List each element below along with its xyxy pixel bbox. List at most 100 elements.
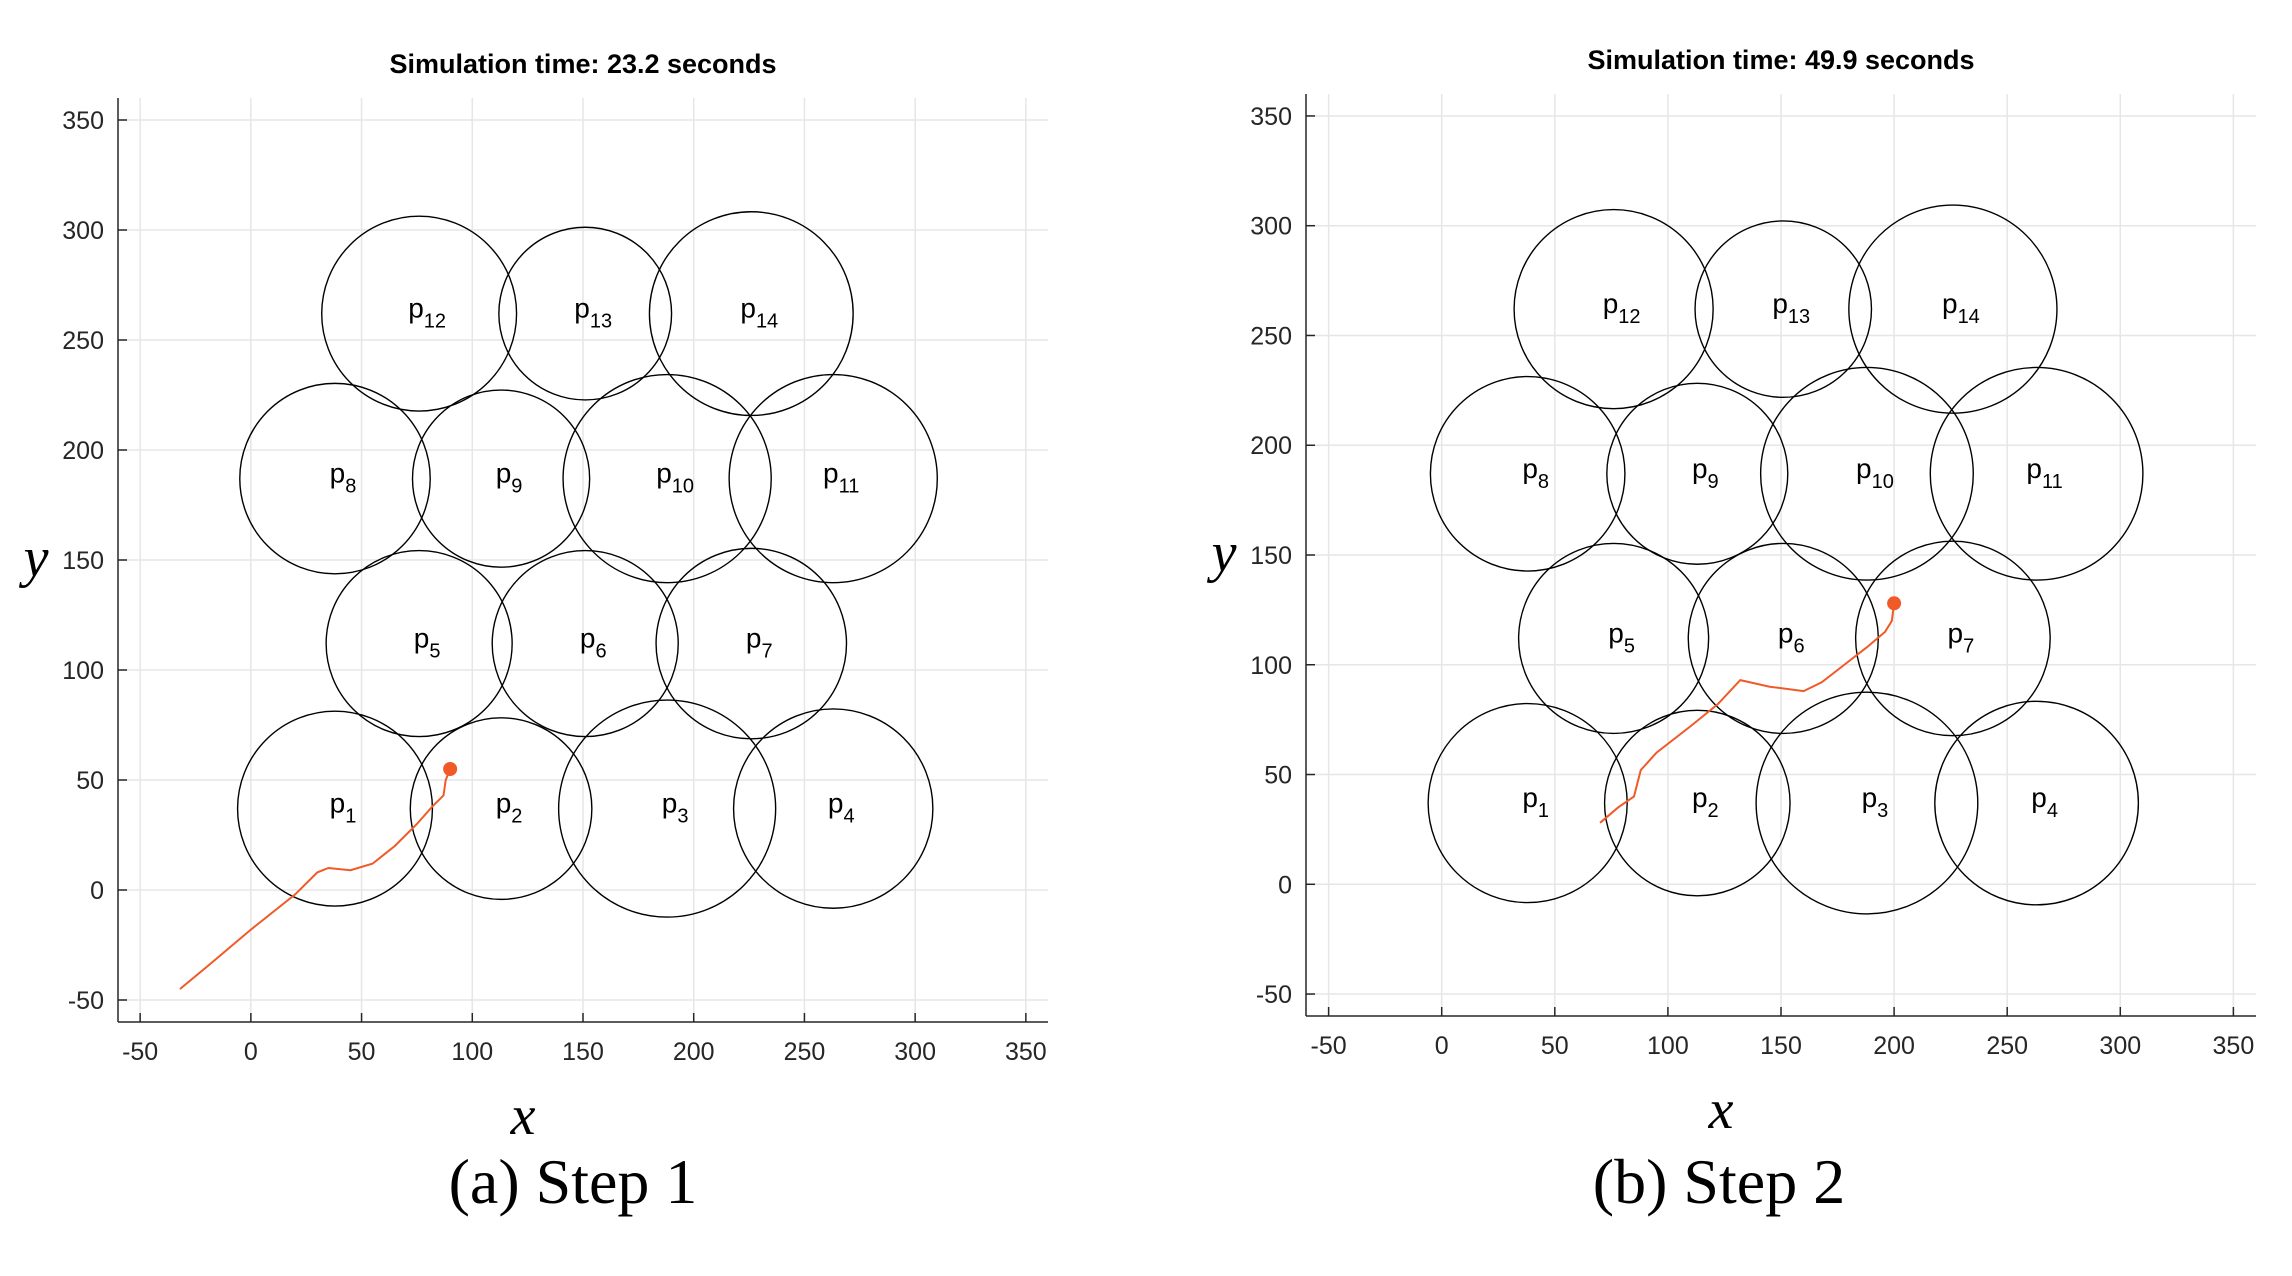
region-circle <box>1929 366 2144 581</box>
grid <box>1306 94 2256 1016</box>
region-label: p2 <box>496 788 523 828</box>
x-tick-label: 50 <box>348 1038 376 1066</box>
region-label: p2 <box>1692 782 1719 822</box>
region-label: p9 <box>496 458 523 498</box>
region-circle <box>1517 542 1710 735</box>
region-circle <box>1603 709 1791 897</box>
region-label: p3 <box>1862 782 1889 822</box>
x-tick-label: 350 <box>2213 1032 2255 1060</box>
region-circle <box>562 373 772 584</box>
plot-title: Simulation time: 23.2 seconds <box>389 49 776 79</box>
region-circle <box>321 215 518 412</box>
region-label: p9 <box>1692 453 1719 493</box>
y-tick-label: 300 <box>1250 213 1292 241</box>
y-tick-label: 250 <box>1250 322 1292 350</box>
region-label: p5 <box>414 623 441 663</box>
x-tick-label: 100 <box>1647 1032 1689 1060</box>
x-axis-title: x <box>1708 1079 1734 1140</box>
x-tick-label: 0 <box>1435 1032 1449 1060</box>
region-label: p1 <box>330 788 357 828</box>
region-circle <box>498 226 673 401</box>
chart-a-svg: -50 0 50 100 150 200 250 300 350 -50 0 50 100 150 200 2… <box>19 49 1048 1140</box>
region-label: p7 <box>746 623 773 663</box>
x-tick-label: -50 <box>1311 1032 1347 1060</box>
region-label: p5 <box>1608 617 1635 657</box>
region-circle <box>325 549 513 738</box>
chart-panel-b: -50 0 50 100 150 200 250 300 350 -50 0 50 100 150 200 2… <box>1146 0 2292 1276</box>
x-tick-label: 200 <box>673 1038 715 1066</box>
x-tick-label: 300 <box>2099 1032 2141 1060</box>
region-label: p14 <box>1942 288 1980 328</box>
y-tick-label: 100 <box>1250 652 1292 680</box>
caption-a: (a) Step 1 <box>448 1146 698 1217</box>
region-circle <box>1427 702 1628 904</box>
x-tick-label: 200 <box>1873 1032 1915 1060</box>
region-label: p1 <box>1522 782 1549 822</box>
region-circle <box>732 708 934 909</box>
caption-b: (b) Step 2 <box>1592 1146 1846 1217</box>
trajectory-line <box>1599 603 1896 824</box>
y-tick-label: 0 <box>1278 871 1292 899</box>
y-tick-label: 200 <box>62 437 104 465</box>
y-tick-label: 250 <box>62 327 104 355</box>
trajectory-line <box>179 768 452 990</box>
agent-marker <box>1887 596 1902 611</box>
grid <box>118 98 1048 1022</box>
region-label: p8 <box>330 458 357 498</box>
y-tick-label: 350 <box>1250 103 1292 131</box>
y-tick-label: 150 <box>1250 542 1292 570</box>
x-tick-label: 250 <box>1986 1032 2028 1060</box>
region-circle <box>1429 375 1626 572</box>
y-tick-label: 50 <box>76 767 104 795</box>
y-tick-label: -50 <box>1256 981 1292 1009</box>
y-tick-label: 350 <box>62 107 104 135</box>
y-tick-label: 50 <box>1264 762 1292 790</box>
region-circle <box>1606 382 1789 565</box>
y-axis-title: y <box>1207 522 1237 584</box>
y-tick-label: 0 <box>90 877 104 905</box>
region-label: p6 <box>1778 617 1805 657</box>
region-circle <box>491 549 679 738</box>
y-tick-label: 300 <box>62 217 104 245</box>
x-tick-label: 150 <box>562 1038 604 1066</box>
region-label: p3 <box>662 788 689 828</box>
x-tick-label: 300 <box>894 1038 936 1066</box>
region-label: p10 <box>656 458 694 498</box>
agent-marker <box>443 762 458 776</box>
region-circle <box>557 699 777 918</box>
region-circle <box>1755 691 1979 915</box>
region-label: p4 <box>2031 782 2058 822</box>
x-tick-label: 250 <box>784 1038 826 1066</box>
y-tick-label: 150 <box>62 547 104 575</box>
region-label: p12 <box>1603 288 1641 328</box>
region-label: p10 <box>1856 453 1894 493</box>
region-label: p8 <box>1522 453 1549 493</box>
x-tick-label: 100 <box>451 1038 493 1066</box>
y-tick-label: 100 <box>62 657 104 685</box>
region-circle <box>655 547 848 740</box>
region-circle <box>1854 540 2051 737</box>
region-label: p4 <box>828 788 855 828</box>
region-circle <box>1848 204 2058 414</box>
chart-panel-a: -50 0 50 100 150 200 250 300 350 -50 0 50 100 150 200 2… <box>19 49 1048 1217</box>
region-label: p13 <box>574 293 612 333</box>
region-label: p12 <box>408 293 446 333</box>
y-axis-title: y <box>19 527 49 589</box>
region-circle <box>1694 220 1873 399</box>
x-tick-label: 50 <box>1541 1032 1569 1060</box>
x-tick-label: 150 <box>1760 1032 1802 1060</box>
region-label: p11 <box>823 458 859 498</box>
region-label: p11 <box>2026 453 2062 493</box>
x-axis-title: x <box>510 1085 536 1140</box>
chart-b-svg: -50 0 50 100 150 200 250 300 350 -50 0 50 100 150 200 2… <box>1207 45 2256 1140</box>
region-circle <box>239 382 431 575</box>
x-tick-label: 350 <box>1005 1038 1047 1066</box>
region-circle <box>409 717 593 901</box>
region-label: p7 <box>1948 617 1975 657</box>
x-tick-label: -50 <box>122 1038 158 1066</box>
y-tick-label: 200 <box>1250 432 1292 460</box>
x-tick-label: 0 <box>244 1038 258 1066</box>
region-label: p14 <box>740 293 778 333</box>
region-label: p6 <box>580 623 607 663</box>
region-circle <box>236 710 434 907</box>
